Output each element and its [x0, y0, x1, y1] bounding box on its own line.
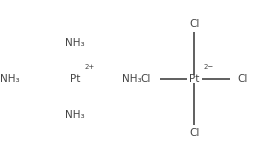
Text: 2+: 2+ — [85, 64, 95, 70]
Text: NH₃: NH₃ — [65, 110, 85, 120]
Text: NH₃: NH₃ — [0, 74, 20, 84]
Text: Cl: Cl — [189, 19, 199, 30]
Text: Cl: Cl — [237, 74, 248, 84]
Text: Pt: Pt — [189, 74, 199, 84]
Text: Cl: Cl — [189, 128, 199, 138]
Text: 2−: 2− — [204, 64, 214, 70]
Text: Cl: Cl — [141, 74, 151, 84]
Text: NH₃: NH₃ — [122, 74, 142, 84]
Text: Pt: Pt — [70, 74, 80, 84]
Text: NH₃: NH₃ — [65, 38, 85, 48]
